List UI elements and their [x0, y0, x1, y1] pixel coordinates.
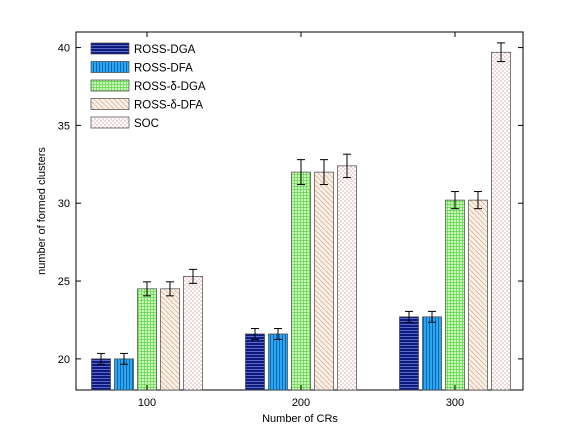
legend-label: ROSS-δ-DGA	[134, 81, 206, 93]
x-tick-label: 200	[292, 397, 310, 409]
bar	[291, 171, 311, 391]
bar	[137, 288, 157, 391]
bar	[183, 276, 203, 391]
bar	[468, 199, 488, 391]
y-tick-label: 25	[58, 276, 70, 288]
error-bars-layer	[97, 42, 505, 365]
y-axis-label: number of formed clusters	[36, 147, 48, 275]
legend-swatch	[90, 42, 130, 55]
y-axis-ticks: 20 25 30 35 40	[58, 43, 523, 366]
x-axis-label: Number of CRs	[262, 413, 338, 425]
legend: ROSS-DGA ROSS-DFA ROSS-δ-DGA ROSS-δ-DFA SOC	[90, 42, 206, 130]
bar	[245, 333, 265, 391]
bar	[399, 316, 419, 391]
bar	[491, 51, 511, 391]
y-tick-label: 20	[58, 354, 70, 366]
legend-label: ROSS-DFA	[134, 63, 193, 75]
bars-layer	[91, 51, 511, 391]
legend-swatch	[90, 61, 130, 73]
y-tick-label: 40	[58, 43, 70, 55]
legend-label: SOC	[134, 118, 159, 130]
bar	[268, 333, 288, 391]
legend-swatch	[90, 79, 130, 92]
bar	[445, 199, 465, 391]
x-tick-label: 100	[138, 397, 156, 409]
bar	[337, 165, 357, 391]
y-tick-label: 30	[58, 198, 70, 210]
x-tick-label: 300	[446, 397, 464, 409]
legend-swatch	[90, 98, 130, 110]
legend-label: ROSS-δ-DFA	[134, 100, 203, 112]
y-tick-label: 35	[58, 120, 70, 132]
legend-label: ROSS-DGA	[134, 44, 196, 56]
legend-swatch	[90, 116, 130, 129]
bar	[160, 288, 180, 391]
bar	[314, 171, 334, 391]
bar	[422, 316, 442, 391]
x-axis-ticks: 100 200 300	[138, 32, 464, 409]
